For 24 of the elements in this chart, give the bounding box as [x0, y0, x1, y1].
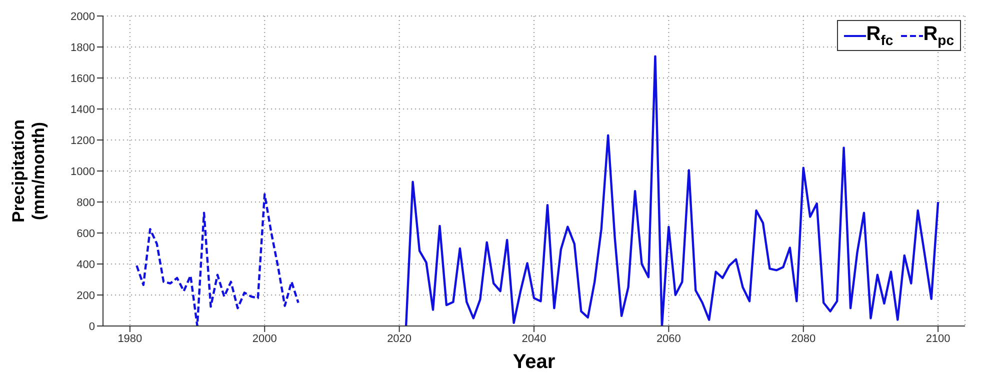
y-tick-label: 1800	[70, 42, 95, 54]
line-series	[136, 193, 300, 326]
x-tick-label: 2040	[522, 332, 546, 345]
y-tick-label: 0	[88, 320, 95, 333]
legend-label: R$_{fc}$	[866, 23, 894, 48]
x-axis-title: Year	[512, 351, 556, 373]
x-tick-label: 2060	[656, 332, 681, 345]
y-tick-label: 600	[76, 228, 95, 240]
y-tick-label: 400	[76, 258, 95, 271]
line-series	[404, 55, 940, 326]
x-tick-label: 2020	[387, 332, 412, 345]
legend-label: R$_{pc}$	[923, 23, 954, 48]
y-tick-label: 1000	[70, 166, 95, 178]
y-tick-label: 1400	[70, 104, 95, 116]
y-tick-label: 1200	[70, 134, 95, 147]
y-tick-label: 2000	[70, 10, 95, 23]
x-tick-label: 1980	[118, 332, 142, 345]
y-tick-label: 200	[76, 290, 95, 302]
y-axis-title: Precipitation (mm/month)	[9, 120, 48, 222]
x-tick-label: 2100	[926, 332, 950, 345]
y-tick-label: 1600	[70, 72, 95, 85]
x-tick-label: 2080	[791, 332, 816, 345]
y-tick-label: 800	[76, 196, 95, 209]
x-tick-label: 2000	[252, 332, 277, 345]
